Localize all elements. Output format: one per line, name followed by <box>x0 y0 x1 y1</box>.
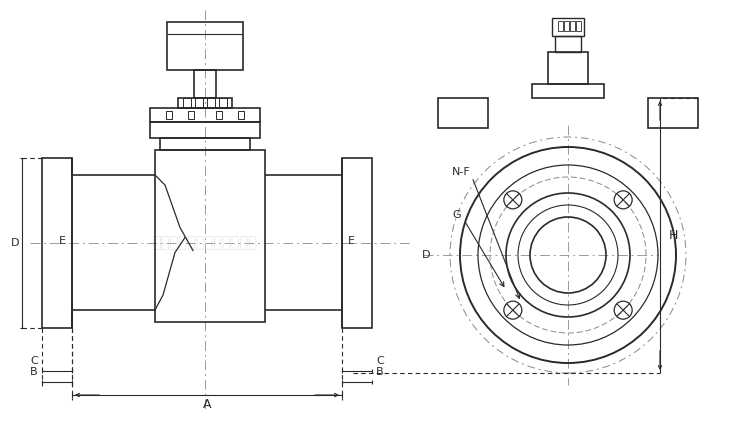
Bar <box>570 21 575 31</box>
Bar <box>183 98 191 108</box>
Bar <box>42 158 72 328</box>
Bar <box>195 98 203 108</box>
Bar <box>178 98 232 108</box>
Text: B: B <box>30 367 38 377</box>
Bar <box>166 111 172 119</box>
Bar <box>648 98 698 128</box>
Bar <box>150 122 260 138</box>
Bar <box>532 84 604 98</box>
Text: A: A <box>202 397 211 411</box>
Text: G: G <box>452 210 460 220</box>
Bar <box>219 98 227 108</box>
Bar <box>194 70 216 98</box>
Bar <box>150 108 260 122</box>
Text: 上海上普工程设备有限公司: 上海上普工程设备有限公司 <box>152 235 257 250</box>
Text: H: H <box>669 229 678 242</box>
Bar <box>160 138 250 150</box>
Text: D: D <box>10 238 20 248</box>
Text: E: E <box>59 235 66 246</box>
Bar <box>548 52 588 84</box>
Bar <box>555 36 581 52</box>
Bar <box>167 22 243 70</box>
Bar <box>238 111 244 119</box>
Text: C: C <box>30 356 38 366</box>
Bar <box>207 98 215 108</box>
Bar <box>342 158 372 328</box>
Bar <box>216 111 222 119</box>
Text: B: B <box>376 367 384 377</box>
Bar <box>576 21 581 31</box>
Bar <box>564 21 569 31</box>
Text: C: C <box>376 356 384 366</box>
Bar <box>438 98 488 128</box>
Bar <box>558 21 563 31</box>
Text: D: D <box>422 250 430 260</box>
Bar <box>552 18 584 36</box>
Bar <box>155 150 265 322</box>
Bar <box>188 111 194 119</box>
Text: E: E <box>348 235 355 246</box>
Text: N-F: N-F <box>452 167 471 177</box>
